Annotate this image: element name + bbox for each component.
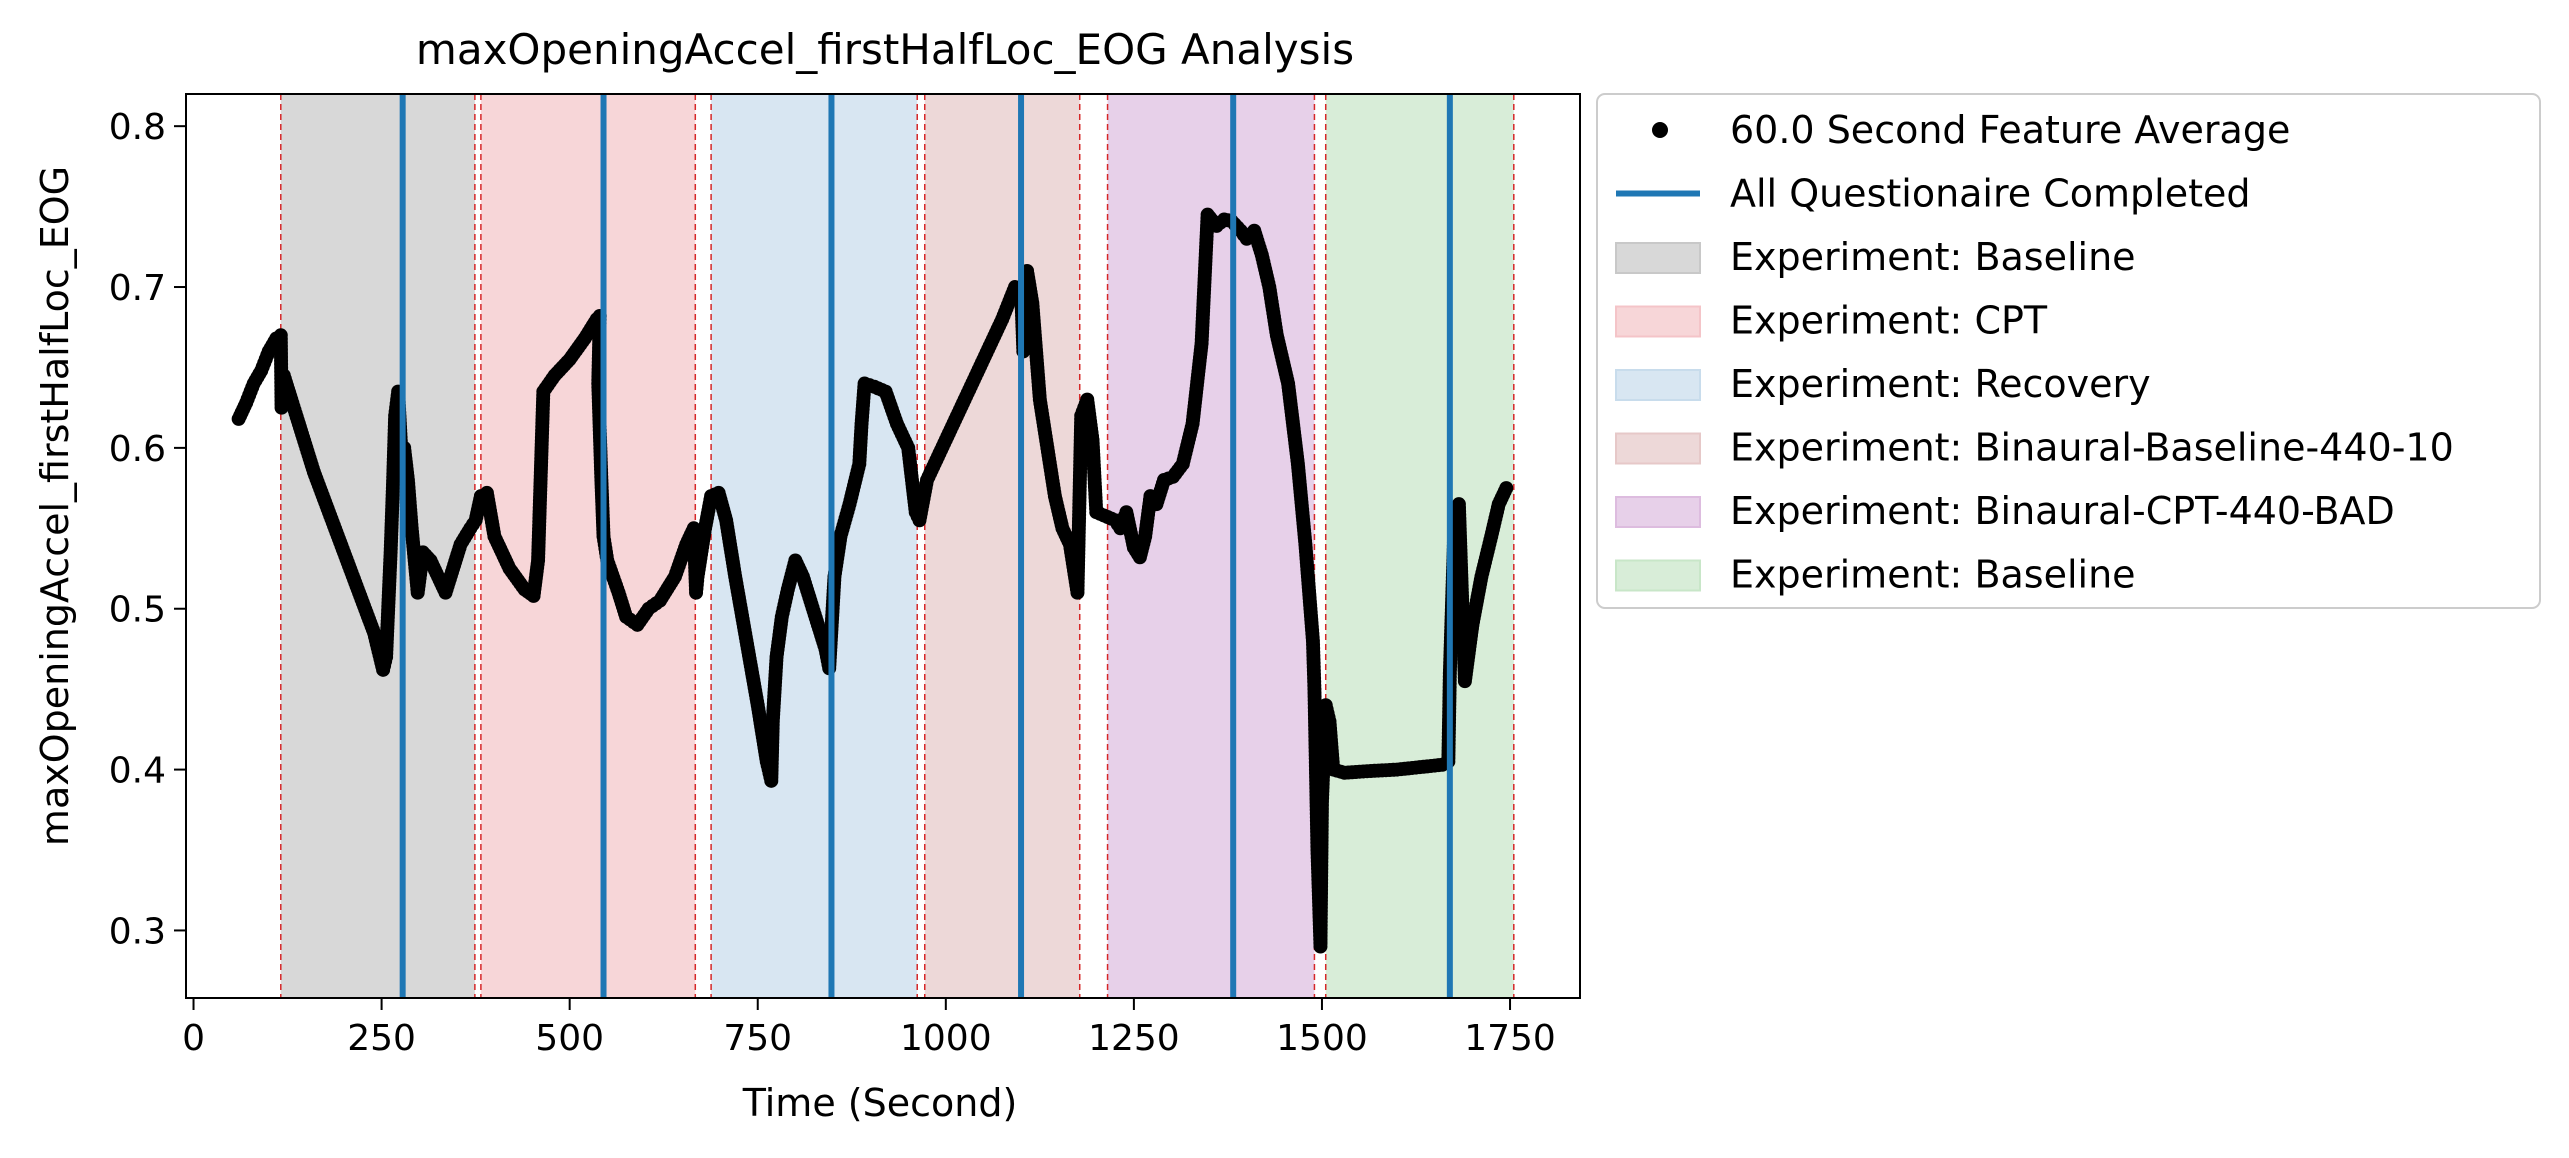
legend: 60.0 Second Feature Average All Questiona…: [1596, 93, 2541, 609]
legend-patch-icon-2: [1615, 242, 1701, 274]
legend-label-2: Experiment: Baseline: [1730, 235, 2136, 279]
y-tick-label-5: 0.8: [109, 107, 166, 148]
x-tick-label-3: 750: [723, 1018, 792, 1059]
legend-marker-icon: [1652, 122, 1668, 138]
legend-label-4: Experiment: Recovery: [1730, 362, 2151, 406]
legend-label-5: Experiment: Binaural-Baseline-440-10: [1730, 426, 2454, 470]
x-tick-label-2: 500: [535, 1018, 604, 1059]
legend-patch-icon-6: [1615, 496, 1701, 528]
legend-label-0: 60.0 Second Feature Average: [1730, 108, 2290, 152]
y-tick-label-4: 0.7: [109, 268, 166, 309]
feature-average-points: [231, 207, 1514, 954]
x-tick-label-0: 0: [182, 1018, 205, 1059]
legend-label-1: All Questionaire Completed: [1730, 172, 2251, 216]
questionnaire-lines: [399, 94, 1453, 998]
data-point-1814: [1499, 481, 1514, 496]
chart-title: maxOpeningAccel_firstHalfLoc_EOG Analysi…: [416, 25, 1354, 74]
legend-label-7: Experiment: Baseline: [1730, 553, 2136, 597]
x-axis-label: Time (Second): [742, 1081, 1018, 1125]
legend-frame: [1596, 93, 2541, 609]
legend-patch-icon-3: [1615, 305, 1701, 338]
y-tick-label-3: 0.6: [109, 429, 166, 470]
x-tick-label-5: 1250: [1088, 1018, 1180, 1059]
y-axis-ticks: 0.3 0.4 0.5 0.6 0.7 0.8: [109, 107, 186, 952]
plot-frame: [185, 93, 1581, 999]
x-tick-label-1: 250: [347, 1018, 416, 1059]
y-tick-label-2: 0.5: [109, 590, 166, 631]
y-tick-label-0: 0.3: [109, 911, 166, 952]
y-tick-label-1: 0.4: [109, 751, 166, 792]
y-axis-label: maxOpeningAccel_firstHalfLoc_EOG: [33, 166, 77, 846]
experiment-band-3: [924, 94, 1080, 998]
legend-patch-icon-7: [1615, 559, 1701, 592]
x-tick-label-7: 1750: [1464, 1018, 1556, 1059]
legend-patch-icon-4: [1615, 369, 1701, 401]
experiment-band-2: [711, 94, 918, 998]
x-axis-ticks: 0 250 500 750 1000 1250 1500 1750: [182, 998, 1556, 1059]
x-tick-label-4: 1000: [900, 1018, 992, 1059]
legend-patch-icon-5: [1615, 432, 1701, 465]
experiment-band-1: [480, 94, 696, 998]
experiment-band-0: [280, 94, 475, 998]
legend-label-6: Experiment: Binaural-CPT-440-BAD: [1730, 489, 2395, 533]
legend-label-3: Experiment: CPT: [1730, 299, 2048, 343]
x-tick-label-6: 1500: [1276, 1018, 1368, 1059]
